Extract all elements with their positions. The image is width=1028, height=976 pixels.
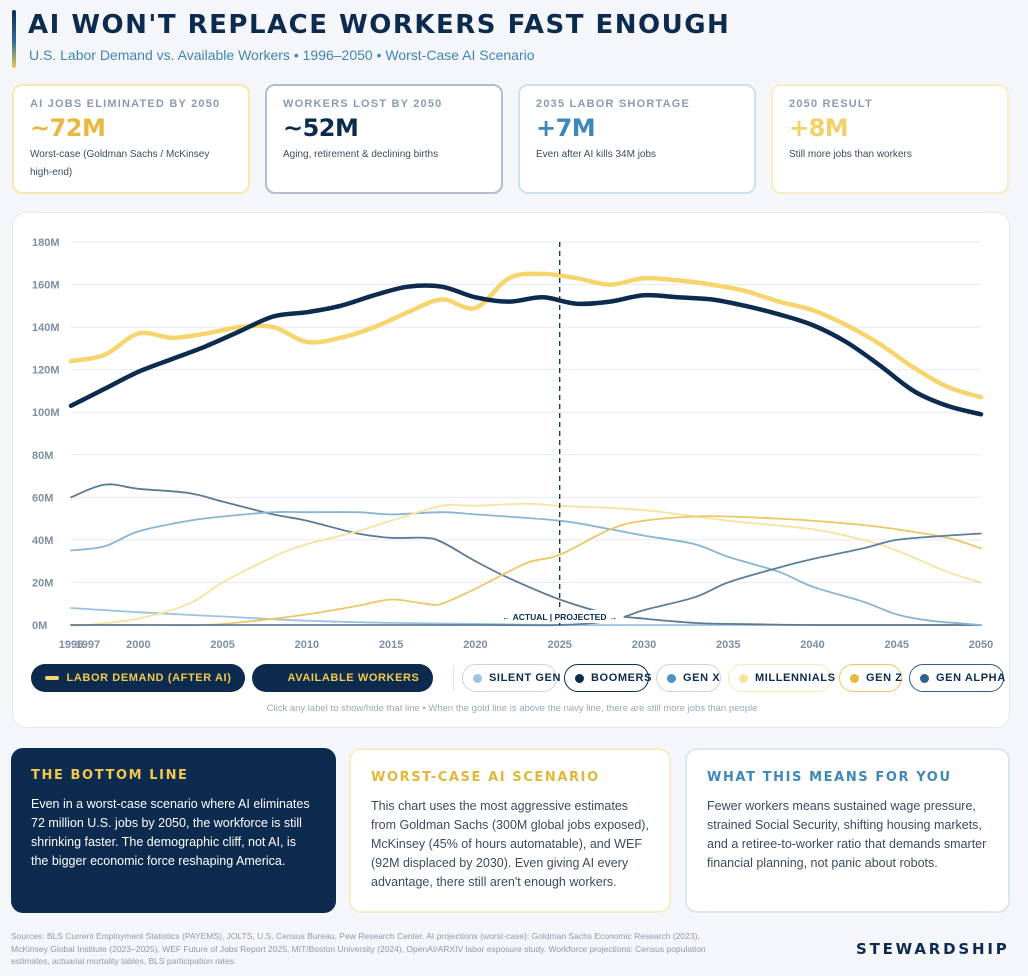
x-tick-label: 1996 bbox=[59, 639, 83, 651]
header-accent-bar bbox=[12, 10, 16, 68]
y-tick-label: 160M bbox=[32, 280, 60, 292]
box-text: Even in a worst-case scenario where AI e… bbox=[31, 797, 310, 868]
stat-label: 2050 RESULT bbox=[789, 98, 873, 110]
legend-swatch bbox=[266, 676, 280, 680]
y-tick-label: 80M bbox=[32, 450, 53, 462]
page-title: AI WON'T REPLACE WORKERS FAST ENOUGH bbox=[28, 10, 731, 40]
legend-dot bbox=[739, 674, 748, 683]
box-title: THE BOTTOM LINE bbox=[31, 768, 189, 783]
stat-card-labor-shortage: 2035 LABOR SHORTAGE +7M Even after AI ki… bbox=[518, 84, 756, 194]
stat-card-2050-result: 2050 RESULT +8M Still more jobs than wor… bbox=[771, 84, 1009, 194]
x-tick-label: 2050 bbox=[969, 639, 993, 651]
chart-card: 0M 20M 40M 60M 80M 100M 120M 140M 160M 180M 1996 19… bbox=[12, 212, 1010, 728]
series-line-millennials bbox=[70, 502, 982, 627]
legend-toggle-boomers[interactable]: BOOMERS bbox=[564, 664, 653, 692]
legend-toggle-available-workers[interactable]: AVAILABLE WORKERS bbox=[252, 664, 433, 692]
y-tick-label: 0M bbox=[32, 620, 47, 632]
stat-label: AI JOBS ELIMINATED BY 2050 bbox=[30, 98, 221, 110]
legend-swatch bbox=[45, 676, 59, 680]
y-tick-label: 100M bbox=[32, 407, 60, 419]
legend-toggle-labor-demand[interactable]: LABOR DEMAND (AFTER AI) bbox=[31, 664, 245, 692]
legend-label: MILLENNIALS bbox=[755, 672, 836, 684]
y-tick-label: 120M bbox=[32, 365, 60, 377]
x-tick-label: 2030 bbox=[632, 639, 656, 651]
legend-label: SILENT GEN bbox=[489, 672, 562, 684]
brand-logo: STEWARDSHIP bbox=[856, 940, 1010, 958]
header: AI WON'T REPLACE WORKERS FAST ENOUGH U.S… bbox=[12, 10, 1012, 68]
legend-toggle-gen-x[interactable]: GEN X bbox=[656, 664, 721, 692]
legend-dot bbox=[575, 674, 584, 683]
stat-description: Aging, retirement & declining births bbox=[283, 149, 439, 160]
chart-hint: Click any label to show/hide that line •… bbox=[266, 703, 758, 714]
divider-label: ← ACTUAL | PROJECTED → bbox=[502, 612, 617, 622]
y-tick-label: 180M bbox=[32, 237, 60, 249]
legend-divider bbox=[453, 666, 454, 690]
series-line-gen-x bbox=[70, 510, 982, 626]
sources-footnote: Sources: BLS Current Employment Statisti… bbox=[11, 931, 706, 966]
stat-description: Worst-case (Goldman Sachs / McKinsey hig… bbox=[30, 149, 210, 178]
legend-toggle-gen-alpha[interactable]: GEN ALPHA bbox=[909, 664, 1006, 692]
x-tick-label: 2005 bbox=[210, 639, 234, 651]
legend-label: GEN Z bbox=[866, 672, 903, 684]
legend-dot bbox=[920, 674, 929, 683]
stat-value: +8M bbox=[789, 114, 849, 142]
series-line-labor-demand-after-ai bbox=[68, 271, 984, 400]
legend-toggle-millennials[interactable]: MILLENNIALS bbox=[728, 664, 835, 692]
legend-toggle-silent-gen[interactable]: SILENT GEN bbox=[462, 664, 560, 692]
x-tick-label: 2045 bbox=[884, 639, 908, 651]
stat-value: +7M bbox=[536, 114, 596, 142]
x-tick-label: 2035 bbox=[716, 639, 740, 651]
box-text: Fewer workers means sustained wage press… bbox=[707, 799, 987, 870]
x-tick-label: 2010 bbox=[295, 639, 319, 651]
series-line-gen-alpha bbox=[70, 532, 982, 627]
legend-dot bbox=[473, 674, 482, 683]
x-tick-label: 2000 bbox=[126, 639, 150, 651]
box-text: This chart uses the most aggressive esti… bbox=[371, 799, 649, 889]
what-this-means-box: WHAT THIS MEANS FOR YOU Fewer workers me… bbox=[685, 748, 1010, 913]
legend-dot bbox=[850, 674, 859, 683]
legend-label: GEN X bbox=[683, 672, 721, 684]
box-title: WHAT THIS MEANS FOR YOU bbox=[707, 770, 952, 785]
y-tick-label: 40M bbox=[32, 535, 53, 547]
stat-card-workers-lost: WORKERS LOST BY 2050 ~52M Aging, retirem… bbox=[265, 84, 503, 194]
x-tick-label: 2025 bbox=[547, 639, 571, 651]
x-tick-label: 2040 bbox=[800, 639, 824, 651]
y-tick-label: 60M bbox=[32, 492, 53, 504]
stat-description: Still more jobs than workers bbox=[789, 149, 912, 160]
legend-label: AVAILABLE WORKERS bbox=[287, 672, 420, 684]
series-line-gen-z bbox=[70, 515, 982, 627]
y-tick-label: 140M bbox=[32, 322, 60, 334]
series-line-boomers bbox=[70, 483, 982, 626]
x-tick-label: 2015 bbox=[379, 639, 403, 651]
page-subtitle: U.S. Labor Demand vs. Available Workers … bbox=[29, 47, 535, 63]
stat-value: ~72M bbox=[30, 114, 106, 142]
stat-description: Even after AI kills 34M jobs bbox=[536, 149, 657, 160]
legend-label: BOOMERS bbox=[591, 672, 653, 684]
stat-label: 2035 LABOR SHORTAGE bbox=[536, 98, 691, 110]
stat-value: ~52M bbox=[283, 114, 359, 142]
worst-case-box: WORST-CASE AI SCENARIO This chart uses t… bbox=[349, 748, 671, 913]
stat-card-ai-jobs: AI JOBS ELIMINATED BY 2050 ~72M Worst-ca… bbox=[12, 84, 250, 194]
stat-label: WORKERS LOST BY 2050 bbox=[283, 98, 443, 110]
legend-label: GEN ALPHA bbox=[936, 672, 1006, 684]
x-tick-label: 2020 bbox=[463, 639, 487, 651]
box-title: WORST-CASE AI SCENARIO bbox=[371, 770, 600, 785]
line-chart: 0M 20M 40M 60M 80M 100M 120M 140M 160M 180M 199619… bbox=[32, 237, 993, 651]
bottom-line-box: THE BOTTOM LINE Even in a worst-case sce… bbox=[11, 748, 336, 913]
divider-label-bg bbox=[495, 610, 624, 623]
legend-label: LABOR DEMAND (AFTER AI) bbox=[66, 672, 232, 684]
series-line-available-workers bbox=[68, 283, 984, 417]
legend-toggle-gen-z[interactable]: GEN Z bbox=[839, 664, 902, 692]
legend-dot bbox=[667, 674, 676, 683]
x-tick-label: 1997 bbox=[76, 639, 100, 651]
y-tick-label: 20M bbox=[32, 577, 53, 589]
